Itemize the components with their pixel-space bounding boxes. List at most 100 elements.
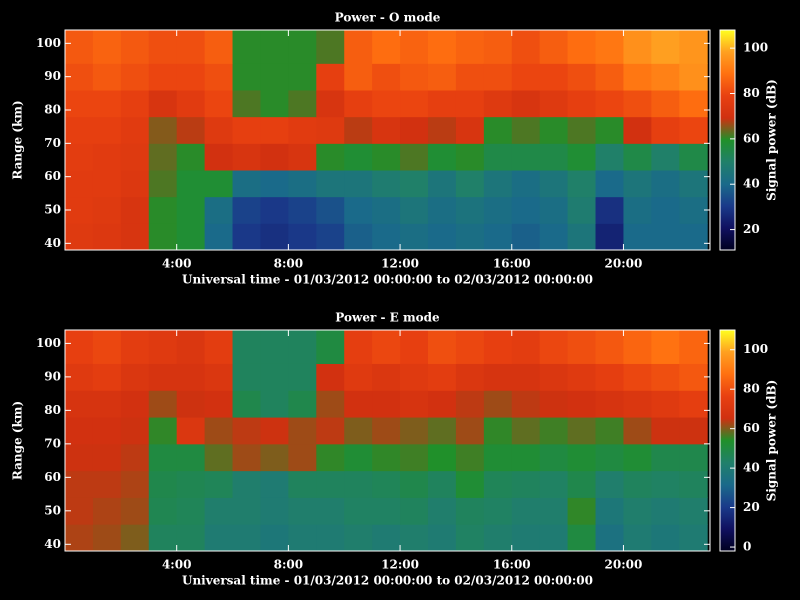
heat-cell — [288, 90, 317, 118]
heat-cell — [511, 63, 541, 91]
heat-cell — [511, 470, 541, 498]
heat-cell — [539, 143, 569, 171]
heat-cell — [316, 90, 345, 118]
heat-cell — [427, 116, 457, 144]
heat-cell — [511, 497, 541, 525]
heat-cell — [427, 470, 457, 498]
heat-cell — [567, 116, 597, 144]
x-tick-label: 20:00 — [605, 558, 643, 572]
heat-cell — [65, 170, 94, 198]
heat-cell — [372, 417, 401, 445]
heat-cell — [176, 223, 206, 251]
colorbar — [719, 329, 736, 552]
heat-cell — [483, 390, 513, 418]
heat-cell — [595, 170, 624, 198]
heat-cell — [176, 524, 206, 552]
heat-cell — [651, 143, 680, 171]
heat-cell — [595, 116, 624, 144]
heat-cell — [288, 170, 317, 198]
heat-cell — [260, 330, 289, 364]
heat-cell — [679, 63, 708, 91]
heat-cell — [316, 363, 345, 391]
heat-cell — [400, 330, 429, 364]
heat-cell — [120, 143, 150, 171]
heat-cell — [204, 30, 234, 64]
heat-cell — [260, 143, 289, 171]
heat-cell — [455, 443, 485, 472]
heat-cell — [148, 524, 178, 552]
heat-cell — [65, 30, 94, 64]
heat-cell — [344, 524, 373, 552]
heat-cell — [623, 196, 652, 224]
heat-cell — [260, 363, 289, 391]
heat-cell — [539, 390, 569, 418]
heat-cell — [372, 330, 401, 364]
heat-cell — [651, 63, 680, 91]
heat-cell — [595, 90, 624, 118]
colorbar-tick-label: 80 — [743, 86, 760, 100]
heat-cell — [483, 143, 513, 171]
heat-cell — [92, 417, 122, 445]
x-tick-label: 12:00 — [381, 257, 419, 271]
heat-cell — [455, 330, 485, 364]
heat-cell — [316, 30, 345, 64]
heat-cell — [427, 196, 457, 224]
heat-cell — [427, 497, 457, 525]
colorbar-tick-label: 60 — [743, 131, 760, 145]
heat-cell — [176, 417, 206, 445]
heat-cell — [511, 90, 541, 118]
heat-cell — [455, 470, 485, 498]
heat-cell — [176, 63, 206, 91]
heat-cell — [483, 443, 513, 472]
heat-cell — [511, 443, 541, 472]
y-tick-label: 70 — [44, 136, 61, 150]
heat-cell — [176, 443, 206, 472]
heat-cell — [120, 196, 150, 224]
heat-cell — [455, 63, 485, 91]
heat-cell — [176, 330, 206, 364]
heat-cell — [204, 524, 234, 552]
heat-cell — [120, 443, 150, 472]
heat-cell — [148, 330, 178, 364]
heat-cell — [344, 90, 373, 118]
heat-cell — [260, 30, 289, 64]
heat-cell — [623, 417, 652, 445]
heat-cell — [288, 443, 317, 472]
heat-cell — [567, 63, 597, 91]
heat-cell — [567, 30, 597, 64]
heat-cell — [316, 390, 345, 418]
heat-cell — [260, 497, 289, 525]
heat-cell — [539, 30, 569, 64]
heat-cell — [92, 223, 122, 251]
heat-cell — [679, 196, 708, 224]
heat-cell — [344, 390, 373, 418]
heat-cell — [511, 524, 541, 552]
heat-cell — [400, 497, 429, 525]
heat-cell — [92, 30, 122, 64]
heat-cell — [483, 330, 513, 364]
heat-cell — [204, 90, 234, 118]
heat-cell — [427, 30, 457, 64]
heat-cell — [372, 90, 401, 118]
heat-cell — [595, 30, 624, 64]
colorbar — [719, 29, 736, 251]
heat-cell — [148, 116, 178, 144]
heat-cell — [483, 170, 513, 198]
heat-cell — [567, 497, 597, 525]
heat-cell — [232, 196, 261, 224]
heat-cell — [232, 170, 261, 198]
heat-cell — [288, 390, 317, 418]
heat-cell — [483, 470, 513, 498]
heat-cell — [316, 63, 345, 91]
heat-cell — [455, 524, 485, 552]
heat-cell — [651, 30, 680, 64]
heat-cell — [400, 363, 429, 391]
heat-cell — [120, 363, 150, 391]
y-tick-label: 80 — [44, 403, 61, 417]
heat-cell — [120, 90, 150, 118]
heat-cell — [595, 63, 624, 91]
heat-cell — [204, 170, 234, 198]
heat-cell — [288, 417, 317, 445]
y-tick-label: 70 — [44, 436, 61, 450]
heat-cell — [92, 90, 122, 118]
